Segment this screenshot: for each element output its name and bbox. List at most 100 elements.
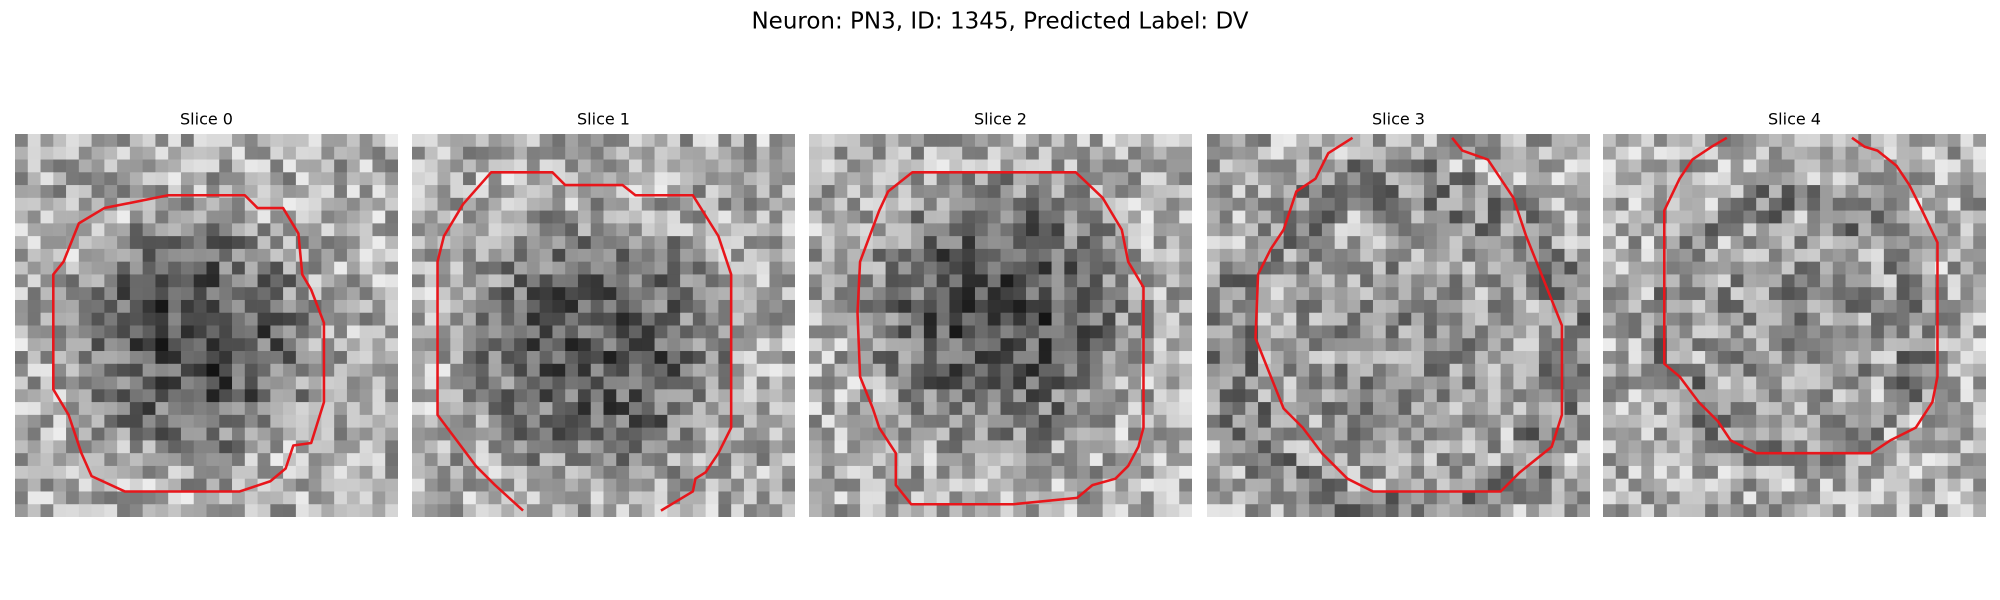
pixel <box>616 274 630 288</box>
pixel <box>1845 389 1859 403</box>
pixel <box>155 389 169 403</box>
pixel <box>1820 223 1834 237</box>
pixel <box>641 236 655 250</box>
pixel <box>1051 414 1065 429</box>
pixel <box>577 440 592 454</box>
pixel <box>295 146 310 160</box>
pixel <box>1487 287 1502 301</box>
pixel <box>1102 223 1116 237</box>
pixel <box>809 185 823 199</box>
pixel <box>1153 172 1167 186</box>
pixel <box>501 287 515 301</box>
pixel <box>847 427 861 441</box>
pixel <box>577 261 592 275</box>
pixel <box>450 325 464 339</box>
pixel <box>974 172 989 186</box>
pixel <box>834 248 848 263</box>
pixel <box>834 402 848 416</box>
pixel <box>334 223 348 237</box>
pixel <box>501 210 515 224</box>
pixel <box>295 210 310 224</box>
pixel <box>769 159 783 173</box>
pixel <box>450 338 464 352</box>
pixel <box>1372 274 1387 288</box>
pixel <box>1641 453 1655 467</box>
pixel <box>257 146 271 160</box>
pixel <box>1564 287 1578 301</box>
pixel <box>1398 414 1412 429</box>
pixel <box>346 134 361 148</box>
pixel <box>1526 414 1540 429</box>
pixel <box>117 172 131 186</box>
pixel <box>718 287 732 301</box>
pixel <box>244 402 258 416</box>
pixel <box>949 210 963 224</box>
pixel <box>834 236 848 250</box>
pixel <box>27 414 41 429</box>
pixel <box>437 287 451 301</box>
pixel <box>66 478 80 492</box>
pixel <box>1166 159 1180 173</box>
pixel <box>1743 197 1757 211</box>
pixel <box>1321 338 1336 352</box>
pixel <box>782 402 795 416</box>
pixel <box>743 312 758 326</box>
pixel <box>412 351 426 365</box>
pixel <box>244 312 258 326</box>
pixel <box>1153 389 1167 403</box>
pixel <box>603 197 617 211</box>
pixel <box>1730 338 1744 352</box>
pixel <box>667 363 681 377</box>
pixel <box>1883 338 1898 352</box>
pixel <box>321 197 335 211</box>
pixel <box>142 504 156 517</box>
pixel <box>1832 453 1846 467</box>
pixel <box>1871 389 1885 403</box>
pixel <box>1883 325 1898 339</box>
pixel <box>962 351 976 365</box>
pixel <box>974 248 989 263</box>
pixel <box>923 312 938 326</box>
pixel <box>616 312 630 326</box>
pixel <box>1411 299 1425 314</box>
pixel <box>1000 363 1014 377</box>
pixel <box>1411 236 1425 250</box>
pixel <box>180 504 195 517</box>
pixel <box>1245 402 1259 416</box>
pixel <box>1832 236 1846 250</box>
pixel <box>1743 351 1757 365</box>
pixel <box>911 351 925 365</box>
pixel <box>1692 363 1706 377</box>
pixel <box>1115 504 1129 517</box>
pixel <box>1858 351 1872 365</box>
pixel <box>654 478 668 492</box>
pixel <box>1820 414 1834 429</box>
pixel <box>782 491 795 505</box>
pixel <box>1781 440 1795 454</box>
pixel <box>1641 146 1655 160</box>
pixel <box>91 185 105 199</box>
pixel <box>616 338 630 352</box>
pixel <box>1207 261 1221 275</box>
pixel <box>1102 504 1116 517</box>
pixel <box>911 465 925 480</box>
pixel <box>1641 210 1655 224</box>
pixel <box>1615 465 1629 480</box>
pixel <box>257 223 271 237</box>
pixel <box>1794 236 1808 250</box>
pixel <box>1705 223 1719 237</box>
pixel <box>1309 146 1323 160</box>
pixel <box>1705 261 1719 275</box>
pixel <box>1717 504 1732 517</box>
pixel <box>501 223 515 237</box>
pixel <box>244 274 258 288</box>
pixel <box>885 363 899 377</box>
pixel <box>680 478 694 492</box>
pixel <box>1781 146 1795 160</box>
pixel <box>1768 312 1783 326</box>
pixel <box>372 159 386 173</box>
pixel <box>1372 504 1387 517</box>
pixel <box>1334 223 1348 237</box>
pixel <box>1013 363 1027 377</box>
pixel <box>1296 453 1310 467</box>
